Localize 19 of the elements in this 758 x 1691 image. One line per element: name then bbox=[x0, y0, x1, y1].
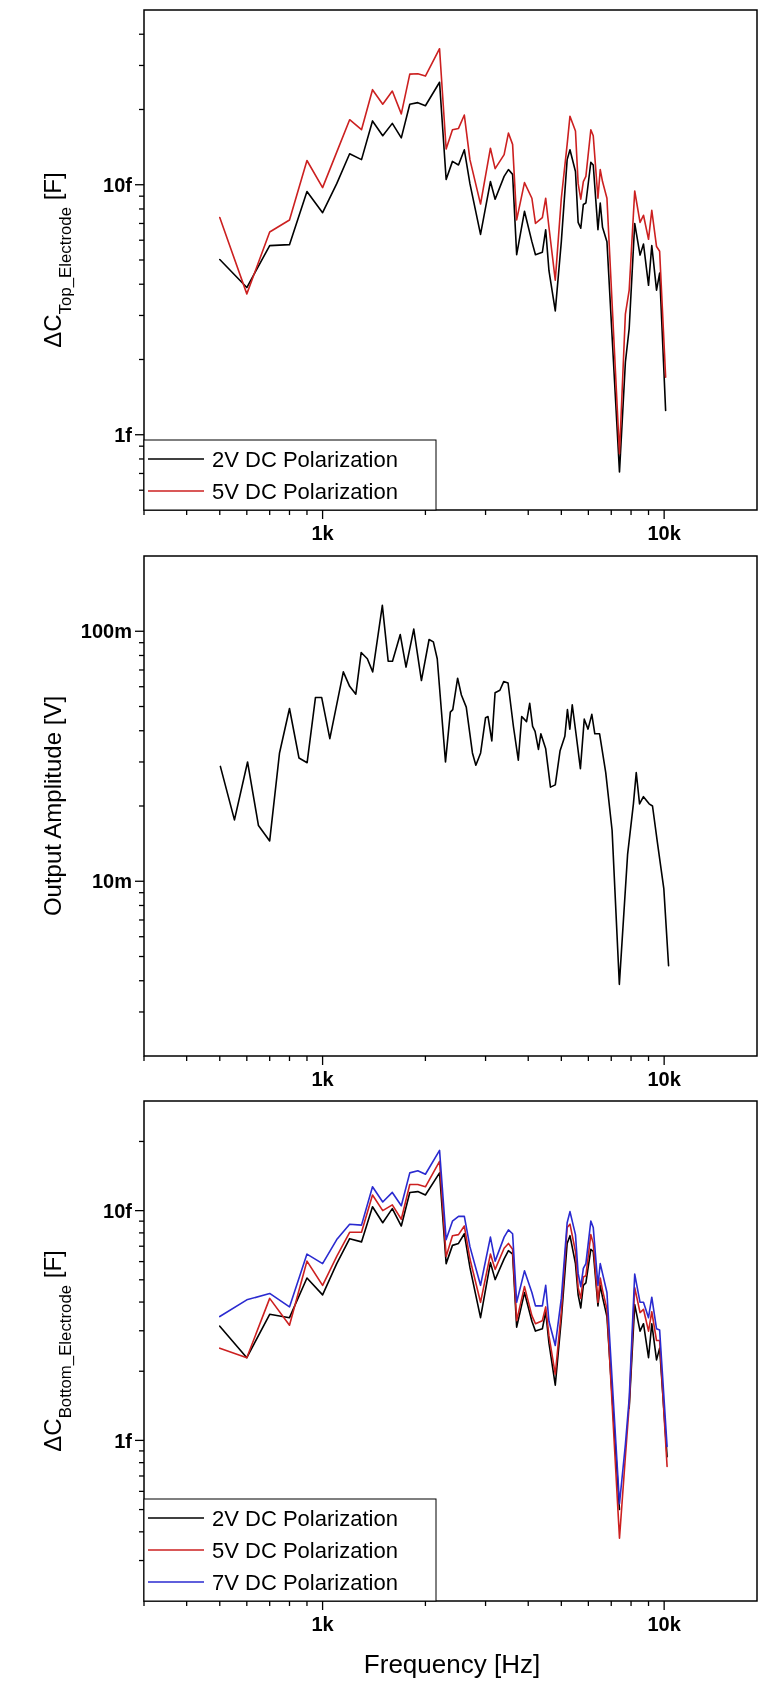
x-tick-label: 10k bbox=[647, 1613, 682, 1635]
legend-label: 5V DC Polarization bbox=[212, 478, 398, 504]
legend-label: 2V DC Polarization bbox=[212, 446, 398, 472]
x-tick-label: 10k bbox=[647, 1068, 682, 1090]
y-tick-label: 1f bbox=[114, 1429, 133, 1452]
y-axis-title: Output Amplitude [V] bbox=[38, 695, 66, 917]
legend-label: 2V DC Polarization bbox=[212, 1505, 398, 1531]
x-axis-title: Frequency [Hz] bbox=[363, 1649, 541, 1679]
y-tick-label: 10f bbox=[103, 1199, 133, 1222]
legend-label: 7V DC Polarization bbox=[212, 1569, 398, 1595]
x-tick-label: 1k bbox=[311, 1068, 335, 1090]
y-tick-label: 1f bbox=[114, 423, 133, 446]
x-tick-label: 10k bbox=[647, 522, 682, 544]
y-tick-label: 10f bbox=[103, 173, 133, 196]
y-tick-label: 10m bbox=[91, 870, 132, 893]
y-tick-label: 100m bbox=[80, 620, 132, 643]
x-tick-label: 1k bbox=[311, 522, 335, 544]
x-tick-label: 1k bbox=[311, 1613, 335, 1635]
legend-label: 5V DC Polarization bbox=[212, 1537, 398, 1563]
